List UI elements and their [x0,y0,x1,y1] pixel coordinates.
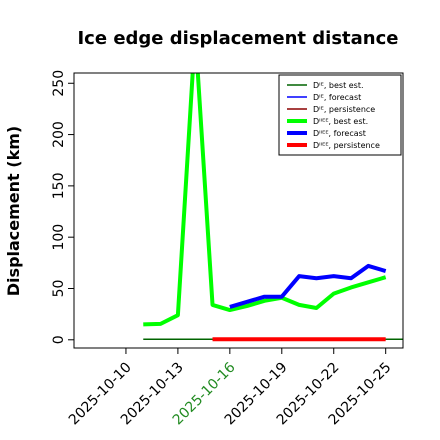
legend: Dᴵᴱ, best est. Dᴵᴱ, forecast Dᴵᴱ, persiste… [278,74,402,156]
y-axis-label: Displacement (km) [4,126,23,296]
legend-label: Dᴵᴵᴱᴱ, forecast [313,129,366,138]
legend-label: Dᴵᴵᴱᴱ, best est. [313,117,368,126]
legend-box [278,74,402,156]
y-tick-label: 200 [51,121,67,148]
x-axis: 2025-10-102025-10-132025-10-162025-10-19… [66,348,395,428]
series-layer [143,73,403,342]
y-axis: 0 50 100 150 200 250 [51,70,74,344]
y-tick-label: 50 [51,280,67,298]
legend-label: Dᴵᴵᴱᴱ, persistence [313,141,380,150]
y-tick-label: 150 [51,173,67,200]
plot-frame [73,72,404,349]
legend-label: Dᴵᴱ, forecast [313,93,361,102]
legend-label: Dᴵᴱ, persistence [313,105,375,114]
y-tick-label: 250 [51,70,67,97]
chart-title: Ice edge displacement distance [77,28,398,49]
legend-label: Dᴵᴱ, best est. [313,81,364,90]
series-line-2 [229,263,387,309]
y-tick-label: 0 [51,335,67,344]
y-tick-label: 100 [51,224,67,251]
series-line-1 [143,73,387,327]
